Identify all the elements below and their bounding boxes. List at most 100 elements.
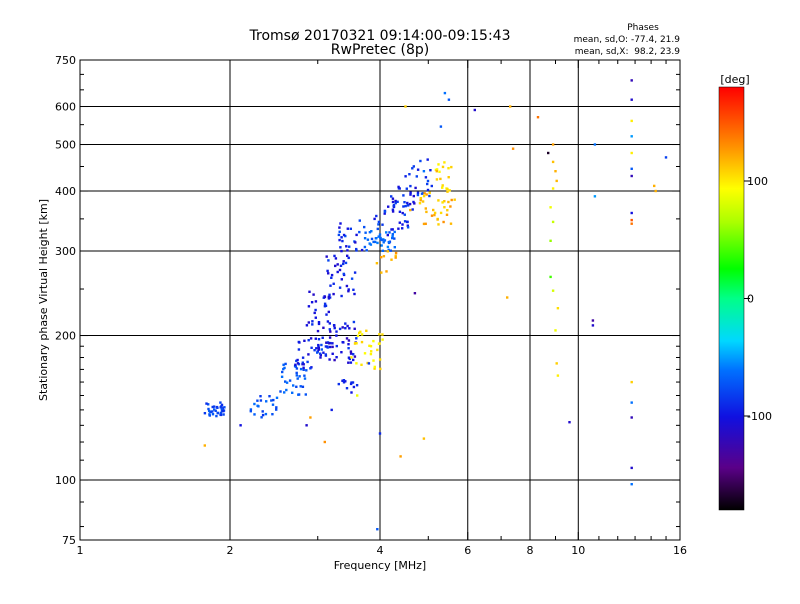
echo-point	[330, 273, 334, 277]
echo-point	[207, 407, 210, 411]
echo-point	[416, 168, 420, 171]
echo-point	[207, 403, 210, 406]
echo-point	[366, 361, 369, 365]
echo-point	[330, 408, 333, 412]
echo-point	[387, 205, 390, 208]
echo-point	[391, 228, 394, 231]
echo-point	[335, 330, 338, 333]
echo-point	[447, 200, 450, 204]
echo-point	[333, 326, 336, 330]
echo-point	[288, 379, 292, 382]
echo-point	[426, 179, 430, 183]
echo-point	[419, 199, 422, 202]
echo-point	[352, 353, 355, 356]
echo-point	[363, 245, 367, 249]
echo-point	[332, 292, 335, 296]
echo-point	[389, 249, 392, 252]
echo-point	[438, 170, 441, 173]
echo-point	[397, 227, 400, 230]
echo-point	[313, 349, 316, 352]
echo-point	[275, 396, 279, 399]
echo-point	[342, 260, 345, 263]
echo-point	[551, 220, 555, 224]
echo-point	[352, 320, 356, 324]
echo-point	[346, 249, 349, 252]
echo-point	[336, 270, 339, 274]
echo-point	[630, 401, 633, 404]
echo-point	[372, 339, 375, 343]
echo-point	[302, 366, 305, 369]
echo-point	[422, 194, 426, 198]
echo-point	[281, 370, 284, 374]
colorbar-tick-label: -100	[747, 410, 772, 423]
echo-point	[316, 351, 319, 354]
echo-point	[283, 391, 286, 394]
echo-point	[335, 334, 338, 337]
echo-point	[309, 367, 312, 370]
echo-point	[358, 219, 361, 222]
echo-point	[301, 361, 304, 364]
echo-point	[268, 395, 271, 398]
echo-point	[352, 385, 356, 389]
echo-point	[391, 210, 395, 213]
echo-point	[363, 352, 367, 355]
echo-point	[369, 243, 373, 246]
echo-point	[328, 328, 331, 331]
echo-point	[282, 363, 285, 366]
echo-point	[326, 269, 329, 273]
echo-point	[305, 369, 308, 372]
echo-point	[391, 233, 394, 236]
echo-point	[630, 380, 633, 384]
echo-point	[306, 360, 309, 364]
echo-point	[551, 143, 555, 146]
echo-point	[391, 236, 394, 240]
echo-point	[339, 246, 342, 249]
echo-point	[437, 199, 440, 202]
echo-point	[630, 79, 633, 82]
echo-point	[342, 233, 346, 237]
echo-point	[393, 237, 396, 240]
echo-point	[391, 208, 395, 211]
echo-point	[294, 363, 297, 366]
echo-point	[324, 345, 328, 348]
echo-point	[312, 293, 315, 296]
echo-point	[205, 402, 208, 405]
echo-point	[549, 206, 552, 209]
echo-point	[418, 202, 422, 205]
echo-point	[345, 284, 349, 288]
echo-point	[376, 241, 379, 245]
echo-point	[307, 353, 310, 356]
echo-point	[373, 217, 376, 221]
echo-point	[436, 218, 439, 221]
echo-point	[328, 336, 332, 339]
echo-point	[390, 258, 393, 261]
echo-point	[664, 156, 668, 159]
echo-point	[333, 254, 336, 258]
echo-point	[347, 356, 351, 359]
echo-point	[401, 227, 404, 230]
echo-point	[337, 233, 341, 237]
echo-point	[397, 185, 400, 189]
echo-point	[360, 248, 364, 252]
echo-point	[325, 255, 328, 258]
echo-point	[398, 187, 401, 190]
colorbar-label: [deg]	[720, 73, 749, 86]
echo-point	[220, 407, 223, 411]
echo-point	[311, 320, 314, 323]
echo-point	[378, 333, 381, 336]
echo-point	[554, 170, 557, 173]
echo-point	[369, 352, 373, 356]
echo-point	[305, 424, 308, 427]
echo-point	[373, 367, 376, 370]
echo-point	[295, 371, 298, 375]
echo-point	[338, 286, 342, 289]
echo-point	[349, 227, 352, 230]
echo-point	[222, 413, 225, 416]
y-tick-label: 600	[55, 101, 76, 114]
echo-point	[398, 221, 401, 224]
echo-point	[443, 200, 446, 203]
echo-point	[339, 222, 342, 225]
echo-point	[297, 348, 301, 351]
echo-point	[380, 271, 383, 274]
echo-point	[406, 220, 409, 224]
